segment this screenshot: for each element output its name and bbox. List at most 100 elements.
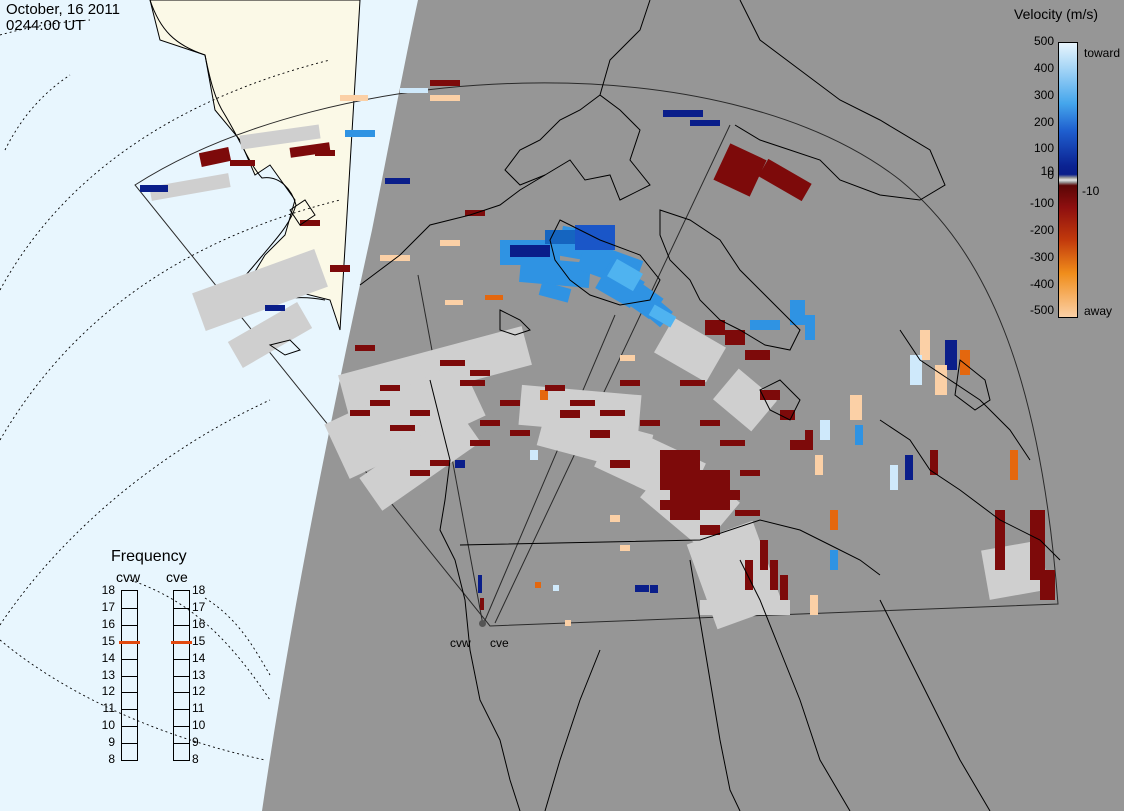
frequency-tick-cve: 13 xyxy=(192,667,206,682)
range-cell xyxy=(340,95,368,101)
frequency-tick-cve: 9 xyxy=(192,735,199,750)
range-cell xyxy=(560,410,580,418)
frequency-gridline xyxy=(122,692,137,694)
coastline-segment xyxy=(659,209,801,351)
range-cell xyxy=(620,545,630,551)
range-cell xyxy=(705,320,725,335)
coastline-segment xyxy=(504,94,601,186)
frequency-tick-cvw: 9 xyxy=(108,735,115,750)
range-cell xyxy=(1010,450,1018,480)
range-cell xyxy=(720,490,740,500)
range-cell xyxy=(300,220,320,226)
coastline-segment xyxy=(759,379,801,421)
frequency-tick-cve: 15 xyxy=(192,633,206,648)
range-cell xyxy=(620,380,640,386)
range-cell xyxy=(485,295,503,300)
frequency-tick-cvw: 18 xyxy=(101,583,115,597)
range-cell xyxy=(380,385,400,391)
range-cell xyxy=(735,510,760,516)
range-cell xyxy=(265,305,285,311)
frequency-gridline xyxy=(174,675,189,677)
range-cell xyxy=(538,281,572,303)
range-cell xyxy=(540,390,548,400)
range-cell xyxy=(745,350,770,360)
range-cell xyxy=(385,178,410,184)
station-label-cve: cve xyxy=(490,636,509,650)
frequency-gridline xyxy=(122,624,137,626)
range-cell xyxy=(690,470,710,480)
graticule xyxy=(0,19,341,761)
velocity-tick-7: -10 xyxy=(1082,184,1100,198)
coastline-segment xyxy=(544,649,601,811)
velocity-tick-3: 200 xyxy=(1033,115,1054,129)
range-cell xyxy=(935,365,947,395)
range-cell xyxy=(530,450,538,460)
time-label: 0244:00 UT xyxy=(6,17,85,34)
range-cell xyxy=(790,300,805,325)
range-cell xyxy=(760,390,780,400)
coastline-segment xyxy=(289,199,316,226)
velocity-tick-12: -500 xyxy=(1029,303,1054,317)
range-cell xyxy=(890,465,898,490)
range-cell xyxy=(648,304,677,328)
range-cell xyxy=(740,470,760,476)
velocity-tick-9: -200 xyxy=(1029,223,1054,237)
range-cell xyxy=(345,130,375,137)
range-cell xyxy=(410,410,430,416)
range-cell xyxy=(440,240,460,246)
frequency-tick-cve: 11 xyxy=(192,701,205,716)
frequency-gridline xyxy=(122,726,137,728)
range-cell xyxy=(700,420,720,426)
velocity-cells xyxy=(140,80,1055,630)
frequency-tick-cvw: 8 xyxy=(108,752,115,766)
range-cell xyxy=(712,368,778,432)
range-cell xyxy=(905,455,913,480)
frequency-tick-cve: 18 xyxy=(192,583,206,597)
range-cell xyxy=(519,256,591,289)
range-cell xyxy=(600,410,625,416)
range-cell xyxy=(815,455,823,475)
range-cell xyxy=(359,409,481,511)
range-cell xyxy=(192,248,328,332)
range-cell xyxy=(545,385,565,391)
range-cell xyxy=(480,598,484,610)
coastline-segment xyxy=(879,599,991,811)
frequency-gridline xyxy=(122,658,137,660)
range-cell xyxy=(910,355,922,385)
range-cell xyxy=(455,460,465,468)
range-cell xyxy=(410,470,430,476)
velocity-tick-11: -400 xyxy=(1029,277,1054,291)
range-cell xyxy=(780,410,795,420)
velocity-legend: Velocity (m/s) 500 400 300 200 100 10 0 -10 -100… xyxy=(1000,0,1124,330)
frequency-scale-cvw xyxy=(119,590,140,761)
range-cell xyxy=(355,345,375,351)
range-cell xyxy=(830,510,838,530)
frequency-tick-cve: 10 xyxy=(192,718,206,733)
range-cell xyxy=(680,380,705,386)
range-cell xyxy=(920,330,930,360)
range-cell xyxy=(635,585,649,592)
frequency-tick-cve: 8 xyxy=(192,752,199,766)
range-cell xyxy=(620,355,635,361)
range-cell xyxy=(610,460,630,468)
range-cell xyxy=(760,540,768,570)
range-cell xyxy=(1040,570,1055,600)
velocity-legend-title: Velocity (m/s) xyxy=(1014,6,1099,22)
velocity-tick-2: 300 xyxy=(1033,88,1054,102)
coastline-segment xyxy=(359,0,651,286)
night-side xyxy=(262,0,1124,811)
frequency-gridline xyxy=(174,692,189,694)
range-cell xyxy=(338,326,532,414)
coastline-segment xyxy=(899,329,1031,461)
coastline-segment xyxy=(429,379,521,811)
range-cell xyxy=(470,370,490,376)
range-cell xyxy=(239,124,321,150)
range-cell xyxy=(230,160,255,166)
range-cell xyxy=(820,420,830,440)
range-cell xyxy=(720,440,745,446)
range-cell xyxy=(570,400,595,406)
range-cell xyxy=(460,380,485,386)
coastlines xyxy=(268,0,1061,811)
frequency-gridline xyxy=(174,709,189,711)
coastline-segment xyxy=(734,0,946,201)
